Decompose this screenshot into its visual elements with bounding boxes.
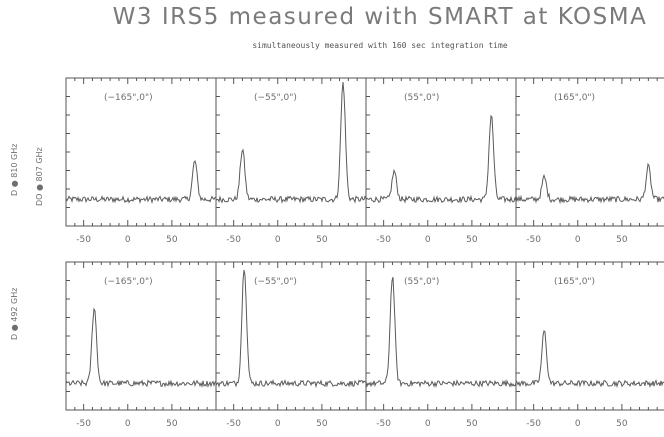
- xtick-label-0-1-0: 0: [275, 235, 281, 245]
- ylabel-0-b: DO ● 807 GHz: [35, 147, 44, 206]
- xtick-label-0-3-0: 0: [575, 235, 581, 245]
- xtick-label-0-3-50: 50: [616, 235, 628, 245]
- panel-label-1-0: (−165",0"): [104, 277, 153, 287]
- xtick-label-1-2-50: 50: [466, 419, 478, 429]
- panel-label-0-3: (165",0"): [554, 93, 595, 103]
- xtick-label-1-0--50: -50: [76, 419, 91, 429]
- xtick-label-0-0--50: -50: [76, 235, 91, 245]
- xtick-label-0-2-0: 0: [425, 235, 431, 245]
- xtick-label-1-1-0: 0: [275, 419, 281, 429]
- xtick-label-0-2-50: 50: [466, 235, 478, 245]
- xtick-label-0-1--50: -50: [226, 235, 241, 245]
- panel-label-0-1: (−55",0"): [254, 93, 297, 103]
- panel-label-0-2: (55",0"): [404, 93, 439, 103]
- xtick-label-0-3--50: -50: [526, 235, 541, 245]
- xtick-label-1-1-50: 50: [316, 419, 328, 429]
- chart-subtitle: simultaneously measured with 160 sec int…: [252, 41, 508, 50]
- xtick-label-0-1-50: 50: [316, 235, 328, 245]
- xtick-label-1-0-0: 0: [125, 419, 131, 429]
- panel-label-1-1: (−55",0"): [254, 277, 297, 287]
- spectrum-line-0-0: [65, 159, 217, 205]
- xtick-label-1-3-0: 0: [575, 419, 581, 429]
- spectrum-line-1-2: [365, 276, 517, 388]
- ylabel-1-a: D ● 492 GHz: [10, 288, 19, 340]
- ylabel-0-a: D ● 810 GHz: [10, 144, 19, 196]
- panel-frame-1-2: [365, 261, 517, 411]
- xtick-label-0-2--50: -50: [376, 235, 391, 245]
- xtick-label-0-0-50: 50: [166, 235, 178, 245]
- panel-label-0-0: (−165",0"): [104, 93, 153, 103]
- chart-title: W3 IRS5 measured with SMART at KOSMA: [112, 4, 648, 30]
- panel-label-1-3: (165",0"): [554, 277, 595, 287]
- xtick-label-0-0-0: 0: [125, 235, 131, 245]
- xtick-label-1-2--50: -50: [376, 419, 391, 429]
- spectrum-line-0-3: [515, 162, 664, 205]
- panel-label-1-2: (55",0"): [404, 277, 439, 287]
- xtick-label-1-3-50: 50: [616, 419, 628, 429]
- xtick-label-1-1--50: -50: [226, 419, 241, 429]
- spectrum-line-1-1: [215, 269, 367, 389]
- spectrum-line-0-2: [365, 114, 517, 204]
- spectrum-line-1-0: [65, 307, 217, 389]
- xtick-label-1-0-50: 50: [166, 419, 178, 429]
- xtick-label-1-2-0: 0: [425, 419, 431, 429]
- spectrum-line-0-1: [215, 82, 367, 204]
- spectrum-line-1-3: [515, 330, 664, 389]
- xtick-label-1-3--50: -50: [526, 419, 541, 429]
